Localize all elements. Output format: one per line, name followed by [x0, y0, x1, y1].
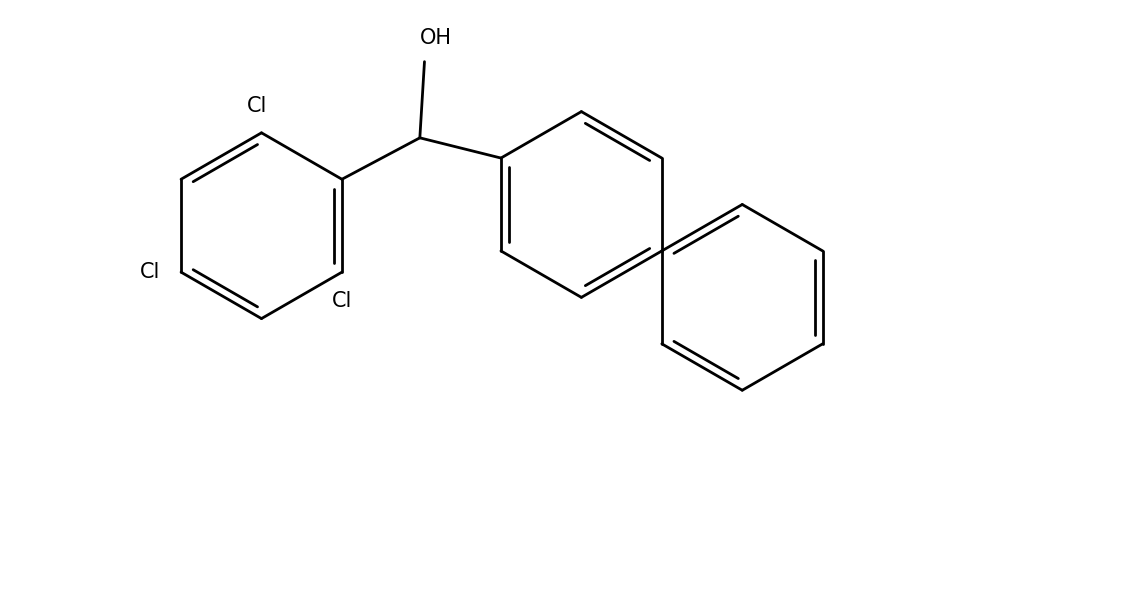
Text: OH: OH [419, 28, 452, 48]
Text: Cl: Cl [140, 262, 160, 282]
Text: Cl: Cl [247, 96, 267, 116]
Text: Cl: Cl [332, 291, 352, 311]
